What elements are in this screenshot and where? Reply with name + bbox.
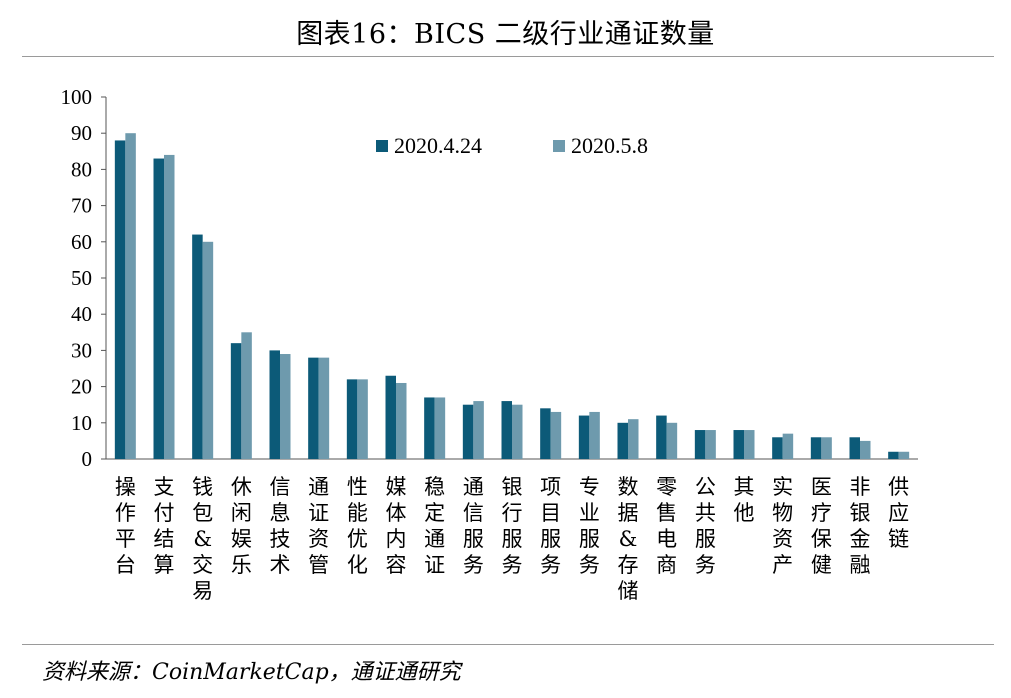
y-tick-label: 30 [71,338,92,362]
x-tick-label: 供应链 [888,475,909,551]
bar-series2 [280,354,291,459]
bar-series1 [308,357,319,459]
y-tick-label: 50 [71,266,92,290]
bar-series1 [617,422,628,459]
bar-series2 [898,451,910,459]
x-tick-label: 钱包&交易 [192,475,213,603]
bar-series2 [202,241,214,459]
y-tick-label: 10 [71,411,92,435]
bar-series1 [462,404,474,459]
bar-series2 [860,440,871,459]
bar-series2 [164,154,175,460]
bar-series1 [424,397,435,459]
bar-series2 [125,133,136,459]
x-tick-label: 休闲娱乐 [231,475,252,577]
x-tick-label: 专业服务 [579,475,600,577]
x-tick-label: 医疗保健 [811,475,832,577]
bar-series1 [540,408,551,459]
bar-series2 [705,430,716,459]
chart-legend: 2020.4.24 2020.5.8 [376,133,648,158]
x-tick-label: 支付结算 [154,475,175,577]
legend-swatch-series1 [376,140,388,152]
bar-series1 [192,234,203,459]
bar-series2 [396,382,407,459]
bar-series2 [782,433,794,459]
y-tick-label: 90 [71,121,92,145]
bar-series2 [589,411,600,459]
x-tick-label: 数据&存储 [618,475,639,603]
bar-series2 [744,430,755,459]
x-tick-label: 通信服务 [463,475,484,577]
x-tick-label: 性能优化 [347,475,368,577]
x-tick-labels: 操作平台支付结算钱包&交易休闲娱乐信息技术通证资管性能优化媒体内容稳定通证通信服… [115,475,909,603]
legend-label: 2020.4.24 [394,133,482,158]
y-tick-label: 60 [71,230,92,254]
x-tick-label: 通证资管 [308,475,329,577]
bar-series2 [550,411,562,459]
bar-series2 [473,401,484,459]
legend-label: 2020.5.8 [571,133,648,158]
chart-bars [114,133,910,460]
y-tick-label: 20 [71,375,92,399]
x-tick-label: 信息技术 [270,475,291,577]
y-tick-label: 80 [71,157,92,181]
bar-series1 [269,350,280,459]
bar-series1 [578,415,590,459]
bar-series1 [733,430,744,459]
bottom-divider [22,644,994,645]
y-tick-label: 40 [71,302,92,326]
bar-series1 [346,379,358,459]
bar-series2 [357,379,368,459]
x-tick-label: 非银金融 [850,475,871,577]
bar-series2 [318,357,330,459]
top-divider [22,56,994,57]
bar-series2 [821,437,832,459]
bar-series1 [114,140,126,459]
source-note: 资料来源：CoinMarketCap，通证通研究 [42,660,461,685]
bar-series1 [772,437,783,459]
bar-series1 [694,430,706,459]
y-tick-labels: 0 10 20 30 40 50 60 70 80 90 100 [61,85,93,471]
bar-series1 [656,415,667,459]
bar-series1 [849,437,860,459]
bar-series2 [434,397,446,459]
bar-series1 [230,343,242,459]
x-tick-label: 项目服务 [540,475,561,577]
x-tick-label: 其他 [734,475,755,525]
x-tick-label: 银行服务 [502,475,523,577]
bar-series1 [501,401,512,459]
bar-series2 [666,422,678,459]
chart-title: 图表16：BICS 二级行业通证数量 [296,19,715,50]
y-tick-label: 0 [82,447,93,471]
x-tick-label: 实物资产 [772,475,793,577]
y-tick-label: 100 [61,85,93,109]
y-tick-label: 70 [71,194,92,218]
bar-series1 [810,437,822,459]
x-tick-label: 公共服务 [695,475,716,577]
bar-series1 [385,375,396,459]
bar-series2 [628,419,639,459]
legend-swatch-series2 [553,140,565,152]
x-tick-label: 零售电商 [656,475,677,577]
bar-series2 [512,404,523,459]
x-tick-label: 操作平台 [115,475,136,577]
bar-chart: 0 10 20 30 40 50 60 70 80 90 100 操作平台支付结算钱包&交易休闲娱乐… [61,85,918,603]
bar-series1 [888,451,899,459]
x-tick-label: 媒体内容 [386,475,407,577]
bar-series2 [241,332,252,459]
bar-series1 [153,158,164,459]
x-tick-label: 稳定通证 [424,475,445,577]
